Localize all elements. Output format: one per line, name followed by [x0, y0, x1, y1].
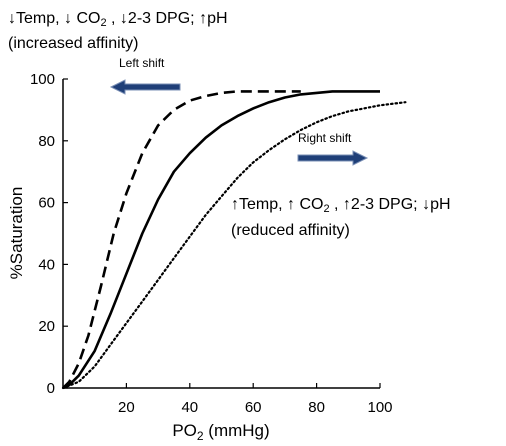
left-arrow-label: Left shift — [119, 56, 165, 70]
right-shift-arrow — [297, 150, 369, 166]
left-condition-annotation: ↓Temp, ↓ CO2 , ↓2-3 DPG; ↑pH — [8, 8, 228, 34]
left-effect-annotation: (increased affinity) — [8, 35, 139, 52]
x-axis-label: PO2 (mmHg) — [172, 421, 269, 443]
right-condition-rest: , ↑2-3 DPG; ↓pH — [329, 196, 451, 213]
y-tick-label-20: 20 — [38, 318, 55, 335]
right-effect-annotation: (reduced affinity) — [231, 222, 350, 239]
x-tick-label-60: 60 — [245, 399, 262, 416]
x-axis-label-unit: (mmHg) — [204, 421, 270, 440]
dashed-curve — [62, 90, 301, 389]
dotted-curve — [61, 101, 407, 390]
curves — [61, 90, 407, 390]
y-tick-label-0: 0 — [47, 380, 55, 397]
right-condition-text: ↑Temp, ↑ CO — [231, 196, 324, 213]
left-shift-arrow — [109, 79, 181, 95]
x-tick-label-20: 20 — [118, 399, 135, 416]
x-axis-label-main: PO — [172, 421, 197, 440]
right-condition-sub: 2 — [323, 203, 330, 215]
y-axis-label: %Saturation — [7, 187, 26, 280]
x-tick-label-100: 100 — [367, 399, 392, 416]
right-arrow-label: Right shift — [298, 131, 352, 145]
y-tick-label-100: 100 — [30, 71, 55, 88]
y-tick-label-40: 40 — [38, 256, 55, 273]
x-axis-label-sub: 2 — [197, 429, 204, 443]
left-condition-text: ↓Temp, ↓ CO — [8, 10, 101, 27]
right-condition-annotation: ↑Temp, ↑ CO2 , ↑2-3 DPG; ↓pH — [231, 194, 451, 220]
y-tick-label-80: 80 — [38, 133, 55, 150]
y-tick-label-60: 60 — [38, 195, 55, 212]
x-tick-label-40: 40 — [181, 399, 198, 416]
left-condition-rest: , ↓2-3 DPG; ↑pH — [106, 10, 228, 27]
solid-curve — [62, 90, 380, 390]
left-condition-sub: 2 — [100, 17, 107, 29]
arrows — [109, 79, 369, 166]
tick-labels: 0 20 40 60 80 100 20 40 60 80 100 — [30, 71, 393, 416]
x-tick-label-80: 80 — [308, 399, 325, 416]
axes — [62, 79, 380, 389]
